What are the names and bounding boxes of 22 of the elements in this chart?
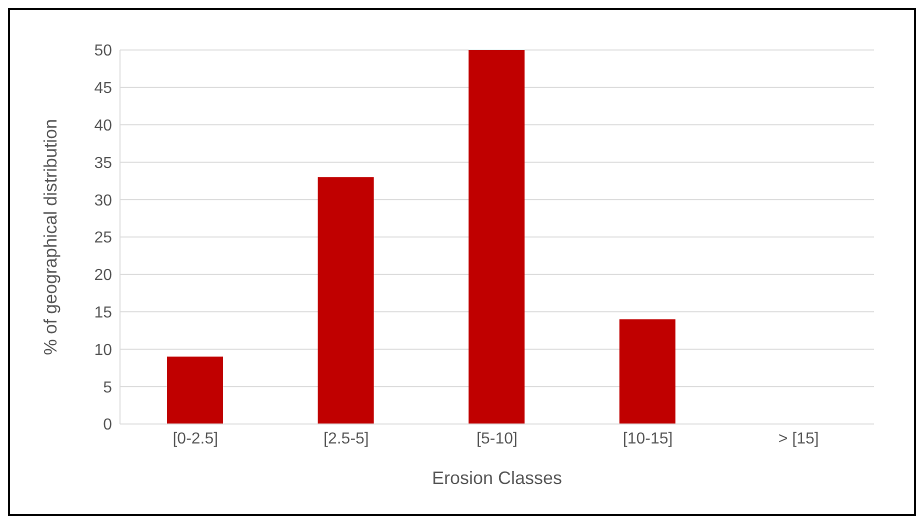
bar xyxy=(167,356,223,424)
bar xyxy=(318,177,374,424)
y-tick-label: 20 xyxy=(94,267,112,284)
y-tick-label: 45 xyxy=(94,80,112,98)
y-tick-label: 5 xyxy=(103,379,112,396)
y-tick-label: 15 xyxy=(94,304,112,322)
y-tick-label: 40 xyxy=(94,117,112,134)
y-tick-label: 0 xyxy=(103,416,112,434)
y-tick-label: 10 xyxy=(94,342,112,359)
y-tick-label: 35 xyxy=(94,154,112,172)
y-tick-label: 30 xyxy=(94,192,112,210)
y-tick-label: 25 xyxy=(94,230,112,247)
x-tick-label: [0-2.5] xyxy=(172,430,218,448)
x-tick-label: [5-10] xyxy=(476,430,518,448)
bar xyxy=(619,319,676,424)
x-tick-label: [10-15] xyxy=(622,430,673,448)
y-axis-title: % of geographical distribution xyxy=(40,118,60,356)
x-tick-label: [2.5-5] xyxy=(324,430,369,448)
x-axis-title: Erosion Classes xyxy=(432,468,562,488)
y-tick-label: 50 xyxy=(94,42,112,60)
bar xyxy=(468,50,525,424)
x-tick-label: > [15] xyxy=(778,430,819,448)
